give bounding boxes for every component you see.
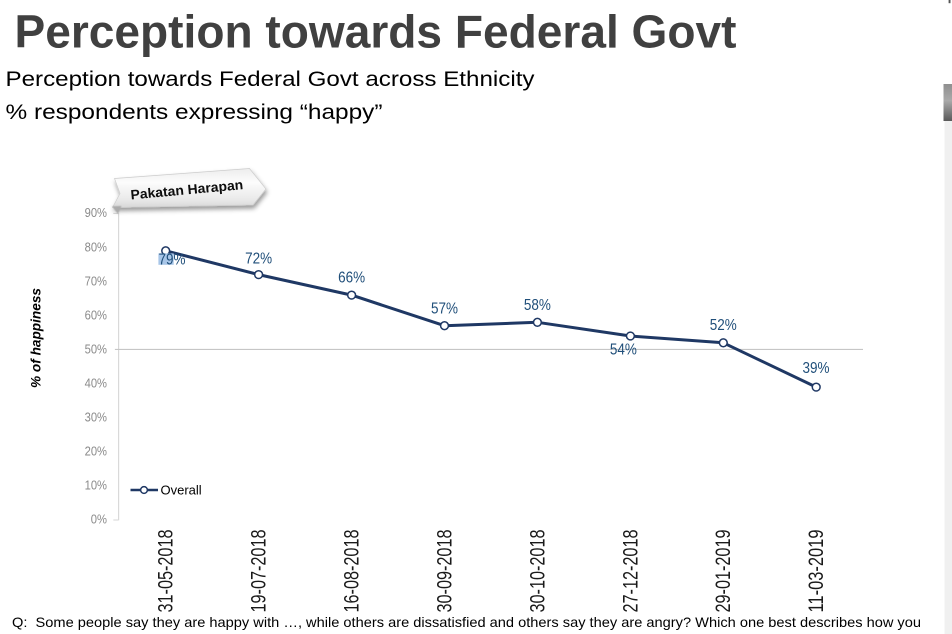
svg-text:40%: 40% [85, 375, 108, 390]
svg-text:90%: 90% [85, 205, 108, 220]
svg-text:54%: 54% [610, 341, 637, 358]
svg-text:30-10-2018: 30-10-2018 [526, 530, 549, 613]
svg-text:30-09-2018: 30-09-2018 [433, 530, 456, 613]
svg-text:50%: 50% [85, 341, 108, 356]
svg-text:16-08-2018: 16-08-2018 [341, 530, 364, 613]
svg-text:% respondents expressing “happ: % respondents expressing “happy” [6, 100, 383, 124]
svg-text:70%: 70% [85, 273, 108, 288]
svg-text:10%: 10% [85, 478, 108, 493]
svg-text:% of happiness: % of happiness [28, 288, 44, 388]
svg-text:11-03-2019: 11-03-2019 [805, 530, 828, 613]
svg-text:Q: Some people say they are h: Q: Some people say they are happy with …… [12, 614, 921, 630]
svg-text:57%: 57% [431, 301, 458, 318]
svg-text:Perception towards Federal Gov: Perception towards Federal Govt across E… [6, 67, 535, 91]
svg-text:29-01-2019: 29-01-2019 [712, 530, 735, 613]
svg-text:66%: 66% [338, 270, 365, 287]
svg-text:Overall: Overall [161, 482, 202, 497]
svg-text:31-05-2018: 31-05-2018 [155, 530, 178, 613]
svg-text:Perception towards Federal Gov: Perception towards Federal Govt [15, 6, 737, 58]
svg-text:30%: 30% [85, 409, 108, 424]
svg-text:20%: 20% [85, 443, 108, 458]
svg-text:80%: 80% [85, 239, 108, 254]
svg-text:58%: 58% [524, 297, 551, 314]
svg-text:52%: 52% [710, 317, 737, 334]
svg-text:79%: 79% [159, 251, 186, 268]
svg-text:60%: 60% [85, 307, 108, 322]
svg-text:0%: 0% [91, 512, 108, 527]
svg-text:27-12-2018: 27-12-2018 [619, 530, 642, 613]
svg-text:72%: 72% [245, 250, 272, 267]
svg-text:19-07-2018: 19-07-2018 [248, 530, 271, 613]
svg-text:39%: 39% [803, 360, 830, 377]
